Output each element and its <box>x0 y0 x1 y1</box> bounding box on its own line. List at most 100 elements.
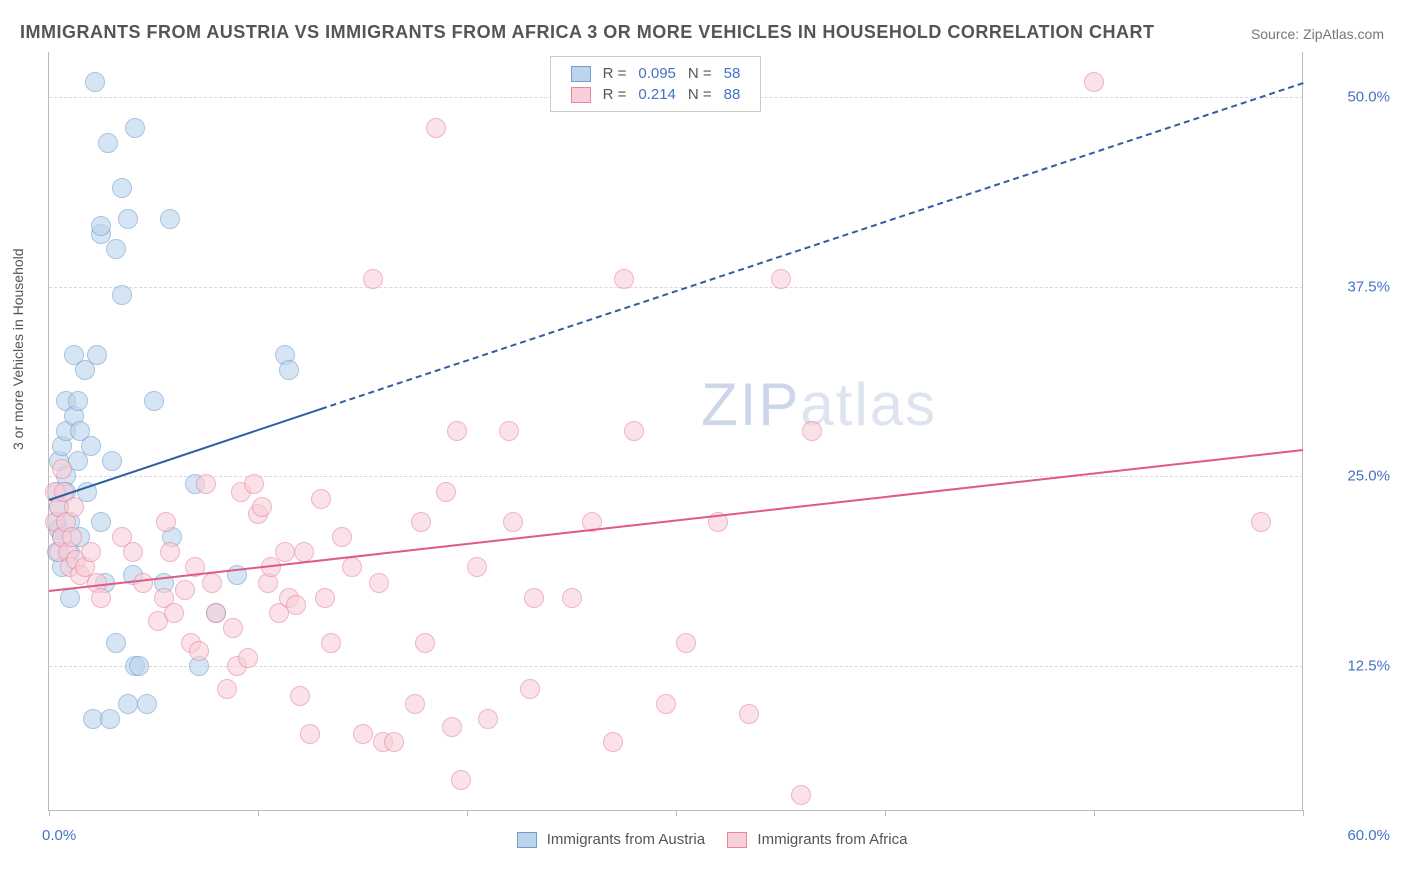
scatter-point-africa <box>562 588 582 608</box>
scatter-point-africa <box>238 648 258 668</box>
x-tick <box>49 810 50 816</box>
scatter-point-africa <box>189 641 209 661</box>
scatter-point-africa <box>321 633 341 653</box>
scatter-point-africa <box>447 421 467 441</box>
scatter-point-austria <box>118 209 138 229</box>
scatter-point-austria <box>106 239 126 259</box>
y-tick-label: 25.0% <box>1347 468 1390 485</box>
scatter-point-africa <box>300 724 320 744</box>
legend-bottom: Immigrants from Austria Immigrants from … <box>0 831 1406 848</box>
x-tick <box>1303 810 1304 816</box>
legend-swatch-africa <box>727 832 747 848</box>
scatter-point-austria <box>112 285 132 305</box>
scatter-point-africa <box>64 497 84 517</box>
x-tick <box>1094 810 1095 816</box>
source-attribution: Source: ZipAtlas.com <box>1251 26 1384 42</box>
scatter-point-africa <box>771 269 791 289</box>
scatter-point-africa <box>275 542 295 562</box>
scatter-point-africa <box>384 732 404 752</box>
scatter-point-austria <box>279 360 299 380</box>
scatter-point-africa <box>1251 512 1271 532</box>
y-tick-label: 37.5% <box>1347 278 1390 295</box>
scatter-point-africa <box>415 633 435 653</box>
scatter-point-austria <box>85 72 105 92</box>
y-tick-label: 12.5% <box>1347 657 1390 674</box>
legend-r-value: 0.214 <box>632 84 682 105</box>
x-tick <box>885 810 886 816</box>
legend-n-label: N = <box>682 63 718 84</box>
scatter-point-austria <box>81 436 101 456</box>
legend-r-value: 0.095 <box>632 63 682 84</box>
scatter-point-africa <box>223 618 243 638</box>
scatter-point-africa <box>196 474 216 494</box>
scatter-point-austria <box>106 633 126 653</box>
scatter-point-africa <box>524 588 544 608</box>
scatter-point-africa <box>467 557 487 577</box>
scatter-point-africa <box>411 512 431 532</box>
scatter-point-africa <box>252 497 272 517</box>
scatter-point-africa <box>217 679 237 699</box>
legend-swatch-austria <box>517 832 537 848</box>
scatter-point-austria <box>118 694 138 714</box>
scatter-point-africa <box>332 527 352 547</box>
legend-top-swatch <box>571 87 591 103</box>
scatter-point-austria <box>160 209 180 229</box>
scatter-point-africa <box>160 542 180 562</box>
legend-top: R =0.095N =58 R =0.214N =88 <box>550 56 762 112</box>
chart-plot-area: ZIPatlas <box>48 52 1303 811</box>
scatter-point-africa <box>206 603 226 623</box>
chart-title: IMMIGRANTS FROM AUSTRIA VS IMMIGRANTS FR… <box>20 22 1154 43</box>
scatter-point-africa <box>244 474 264 494</box>
scatter-point-austria <box>98 133 118 153</box>
scatter-point-africa <box>1084 72 1104 92</box>
scatter-point-africa <box>603 732 623 752</box>
scatter-point-africa <box>791 785 811 805</box>
scatter-point-austria <box>91 216 111 236</box>
scatter-point-austria <box>68 391 88 411</box>
scatter-point-africa <box>363 269 383 289</box>
scatter-point-africa <box>290 686 310 706</box>
scatter-point-africa <box>133 573 153 593</box>
scatter-point-austria <box>87 345 107 365</box>
legend-r-label: R = <box>597 84 633 105</box>
scatter-point-africa <box>442 717 462 737</box>
scatter-point-africa <box>286 595 306 615</box>
legend-n-value: 58 <box>718 63 747 84</box>
scatter-point-africa <box>369 573 389 593</box>
legend-r-label: R = <box>597 63 633 84</box>
scatter-point-africa <box>123 542 143 562</box>
scatter-point-africa <box>81 542 101 562</box>
scatter-point-africa <box>520 679 540 699</box>
scatter-point-austria <box>144 391 164 411</box>
scatter-point-austria <box>100 709 120 729</box>
scatter-point-africa <box>436 482 456 502</box>
legend-n-value: 88 <box>718 84 747 105</box>
scatter-point-africa <box>353 724 373 744</box>
scatter-point-africa <box>451 770 471 790</box>
scatter-point-africa <box>478 709 498 729</box>
scatter-point-africa <box>315 588 335 608</box>
scatter-point-africa <box>311 489 331 509</box>
scatter-point-austria <box>137 694 157 714</box>
scatter-point-austria <box>129 656 149 676</box>
legend-label-africa: Immigrants from Africa <box>757 831 907 848</box>
watermark-prefix: ZIP <box>701 371 800 438</box>
scatter-point-austria <box>91 512 111 532</box>
scatter-point-austria <box>112 178 132 198</box>
gridline <box>49 287 1303 288</box>
scatter-point-africa <box>175 580 195 600</box>
scatter-point-africa <box>62 527 82 547</box>
y-tick-label: 50.0% <box>1347 89 1390 106</box>
legend-label-austria: Immigrants from Austria <box>547 831 705 848</box>
scatter-point-africa <box>202 573 222 593</box>
scatter-point-africa <box>156 512 176 532</box>
scatter-point-africa <box>164 603 184 623</box>
scatter-point-africa <box>294 542 314 562</box>
legend-n-label: N = <box>682 84 718 105</box>
scatter-point-africa <box>656 694 676 714</box>
scatter-point-africa <box>802 421 822 441</box>
x-tick <box>467 810 468 816</box>
scatter-point-africa <box>405 694 425 714</box>
trend-line <box>49 449 1303 592</box>
scatter-point-austria <box>102 451 122 471</box>
